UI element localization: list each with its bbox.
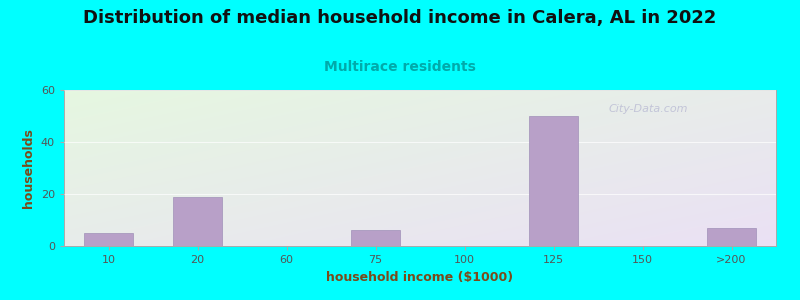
Bar — [84, 233, 133, 246]
Bar — [529, 116, 578, 246]
Bar — [173, 196, 222, 246]
Text: Distribution of median household income in Calera, AL in 2022: Distribution of median household income … — [83, 9, 717, 27]
X-axis label: household income ($1000): household income ($1000) — [326, 271, 514, 284]
Text: Multirace residents: Multirace residents — [324, 60, 476, 74]
Bar — [351, 230, 400, 246]
Y-axis label: households: households — [22, 128, 35, 208]
Bar — [707, 228, 756, 246]
Text: City-Data.com: City-Data.com — [608, 104, 687, 114]
